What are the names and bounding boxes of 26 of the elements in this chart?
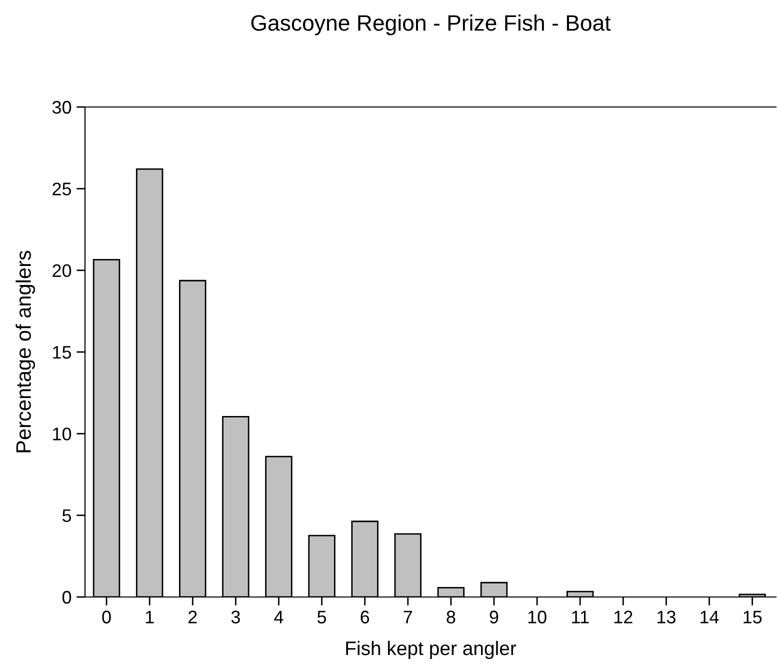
x-tick-label: 10 bbox=[528, 610, 546, 624]
y-tick-label: 0 bbox=[62, 590, 72, 604]
x-axis-title: Fish kept per angler bbox=[346, 640, 516, 660]
x-tick-label: 6 bbox=[360, 610, 370, 624]
y-tick-label: 30 bbox=[52, 100, 72, 114]
x-tick-label: 0 bbox=[102, 610, 111, 624]
x-tick-label: 1 bbox=[146, 610, 154, 624]
y-tick-label: 25 bbox=[52, 182, 72, 196]
x-tick-label: 14 bbox=[700, 610, 719, 624]
y-tick-label: 20 bbox=[52, 264, 72, 278]
x-tick-label: 4 bbox=[274, 610, 284, 624]
x-tick-label: 2 bbox=[188, 610, 197, 624]
y-tick-label: 10 bbox=[53, 428, 72, 440]
x-tick-label: 15 bbox=[744, 610, 762, 624]
x-tick-label: 8 bbox=[446, 610, 456, 624]
x-tick-label: 7 bbox=[404, 610, 412, 624]
y-axis-title: Percentage of anglers bbox=[16, 250, 36, 452]
x-tick-label: 11 bbox=[572, 610, 589, 624]
x-tick-label: 12 bbox=[614, 610, 632, 624]
x-tick-label: 9 bbox=[490, 610, 498, 624]
chart-title: Gascoyne Region - Prize Fish - Boat bbox=[251, 14, 611, 36]
x-tick-label: 13 bbox=[658, 610, 676, 624]
y-tick-label: 5 bbox=[62, 509, 72, 522]
y-tick-label: 15 bbox=[53, 346, 72, 359]
x-tick-label: 5 bbox=[317, 610, 326, 624]
x-tick-label: 3 bbox=[231, 610, 240, 624]
